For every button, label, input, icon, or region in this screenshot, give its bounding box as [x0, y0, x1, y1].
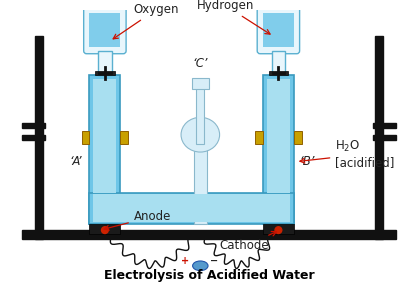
Bar — [82, 131, 89, 144]
Bar — [272, 51, 285, 75]
Bar — [373, 123, 396, 128]
Text: ‘B’: ‘B’ — [300, 155, 315, 168]
Text: Electrolysis of Acidified Water: Electrolysis of Acidified Water — [104, 269, 314, 282]
Text: Oxygen: Oxygen — [113, 3, 179, 39]
Text: Hydrogen: Hydrogen — [197, 0, 270, 34]
FancyBboxPatch shape — [257, 0, 300, 54]
Bar — [191, 78, 209, 89]
Bar — [263, 224, 294, 234]
Text: −: − — [210, 256, 218, 266]
Bar — [95, 71, 115, 75]
Bar — [93, 195, 290, 222]
Text: +: + — [181, 256, 189, 266]
FancyBboxPatch shape — [84, 0, 126, 54]
Bar — [196, 86, 204, 144]
Bar — [194, 144, 207, 224]
Bar — [22, 230, 396, 239]
Bar — [89, 193, 294, 224]
Bar — [294, 131, 301, 144]
Bar — [22, 123, 45, 128]
Bar — [263, 13, 294, 47]
Bar — [98, 51, 112, 75]
Text: Anode: Anode — [104, 210, 171, 230]
Bar — [93, 79, 117, 193]
Bar — [373, 135, 396, 139]
Bar — [375, 36, 383, 239]
Ellipse shape — [181, 117, 219, 152]
Bar — [120, 131, 128, 144]
Text: H$_2$O
[acidified]: H$_2$O [acidified] — [300, 139, 395, 169]
Bar — [267, 79, 290, 193]
Bar — [263, 75, 294, 224]
Bar — [269, 71, 288, 75]
Circle shape — [275, 227, 282, 234]
Bar — [89, 13, 120, 47]
Bar — [89, 75, 120, 224]
Text: ‘C’: ‘C’ — [193, 57, 208, 70]
Circle shape — [102, 227, 108, 234]
Ellipse shape — [193, 261, 208, 271]
Bar — [22, 135, 45, 139]
Bar — [89, 224, 120, 234]
Text: ‘A’: ‘A’ — [69, 155, 82, 168]
Bar — [35, 36, 43, 239]
Text: Cathode: Cathode — [220, 232, 276, 252]
Bar — [255, 131, 263, 144]
